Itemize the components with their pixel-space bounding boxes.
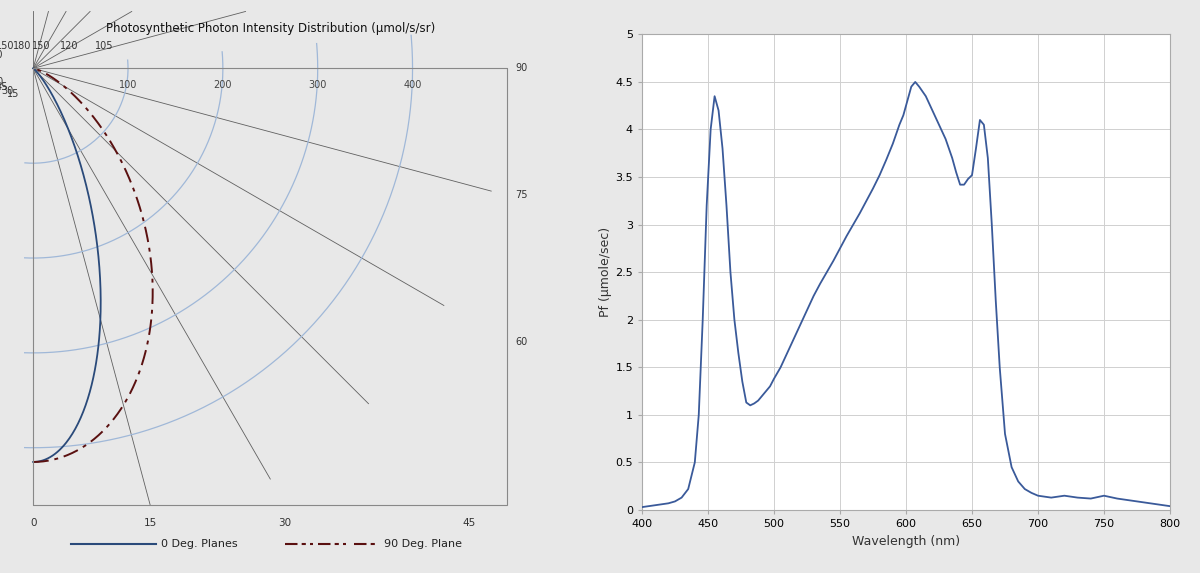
Text: 30: 30	[278, 518, 292, 528]
Text: 90 Deg. Plane: 90 Deg. Plane	[384, 539, 462, 550]
Text: 200: 200	[214, 80, 232, 90]
Text: 30: 30	[1, 87, 13, 96]
Text: 90: 90	[515, 64, 527, 73]
Text: 300: 300	[308, 80, 326, 90]
Text: 150: 150	[31, 41, 50, 52]
Text: 0 Deg. Planes: 0 Deg. Planes	[161, 539, 238, 550]
Text: 45: 45	[463, 518, 476, 528]
Bar	[34, 68, 508, 505]
Text: 105: 105	[95, 41, 114, 52]
Y-axis label: Pf (μmole/sec): Pf (μmole/sec)	[600, 227, 612, 317]
Text: 15: 15	[144, 518, 157, 528]
Text: 15: 15	[7, 89, 19, 99]
Text: 180: 180	[13, 41, 31, 52]
Text: 120: 120	[60, 41, 78, 52]
Text: 60: 60	[515, 337, 527, 347]
Text: 400: 400	[403, 80, 421, 90]
Text: 100: 100	[119, 80, 137, 90]
X-axis label: Wavelength (nm): Wavelength (nm)	[852, 535, 960, 548]
Text: 45: 45	[0, 82, 7, 92]
Text: 60: 60	[0, 77, 4, 87]
Text: 75: 75	[515, 190, 528, 201]
Text: 120: 120	[0, 50, 4, 60]
Text: 150: 150	[0, 41, 14, 52]
Text: Photosynthetic Photon Intensity Distribution (μmol/s/sr): Photosynthetic Photon Intensity Distribu…	[106, 22, 434, 35]
Text: 0: 0	[30, 518, 36, 528]
